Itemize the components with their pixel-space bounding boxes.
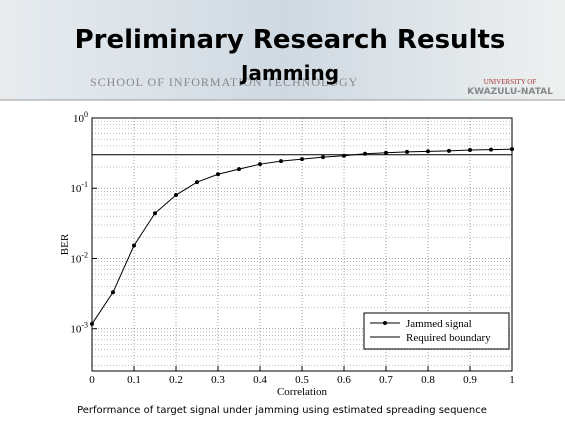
- data-point: [321, 155, 325, 159]
- y-tick-exponent: -2: [81, 250, 88, 259]
- y-tick-exponent: 0: [84, 110, 88, 119]
- y-tick-exponent: -1: [81, 180, 88, 189]
- slide-title: Preliminary Research Results: [75, 25, 506, 55]
- data-point: [468, 148, 472, 152]
- x-tick-label: 0.4: [253, 374, 267, 386]
- y-tick-label: 100: [73, 110, 88, 125]
- slide: SCHOOL OF INFORMATION TECHNOLOGY UNIVERS…: [0, 0, 565, 424]
- y-tick-base: 10: [70, 183, 82, 195]
- data-point: [195, 180, 199, 184]
- y-tick-base: 10: [73, 113, 85, 125]
- y-tick-exponent: -3: [81, 321, 88, 330]
- legend-label: Jammed signal: [406, 318, 472, 330]
- legend-label: Required boundary: [406, 332, 491, 344]
- data-point: [237, 167, 241, 171]
- data-point: [132, 244, 136, 248]
- x-tick-label: 0.2: [169, 374, 183, 386]
- data-point: [489, 148, 493, 152]
- data-point: [405, 150, 409, 154]
- legend-marker: [383, 321, 387, 325]
- data-point: [426, 149, 430, 153]
- x-tick-label: 0.1: [127, 374, 141, 386]
- x-tick-label: 0.6: [337, 374, 351, 386]
- data-point: [300, 157, 304, 161]
- y-tick-base: 10: [70, 253, 82, 265]
- y-tick-label: 10-2: [70, 250, 88, 265]
- x-tick-label: 1: [509, 374, 515, 386]
- data-point: [153, 211, 157, 215]
- caption: Performance of target signal under jammi…: [77, 405, 487, 416]
- x-tick-label: 0.7: [379, 374, 393, 386]
- x-tick-label: 0.5: [295, 374, 309, 386]
- data-point: [216, 172, 220, 176]
- x-axis-label: Correlation: [277, 386, 328, 398]
- x-tick-label: 0: [89, 374, 95, 386]
- university-name: KWAZULU-NATAL: [467, 87, 553, 97]
- x-tick-label: 0.3: [211, 374, 225, 386]
- y-axis-label: BER: [59, 233, 71, 255]
- university-line: UNIVERSITY OF: [484, 78, 537, 86]
- y-tick-base: 10: [70, 324, 82, 336]
- y-tick-label: 10-3: [70, 321, 88, 336]
- x-tick-label: 0.9: [463, 374, 477, 386]
- data-point: [111, 290, 115, 294]
- data-point: [510, 147, 514, 151]
- data-point: [342, 154, 346, 158]
- data-point: [90, 322, 94, 326]
- data-point: [174, 193, 178, 197]
- data-point: [279, 159, 283, 163]
- data-point: [258, 162, 262, 166]
- x-tick-label: 0.8: [421, 374, 435, 386]
- y-tick-label: 10-1: [70, 180, 88, 195]
- data-point: [384, 151, 388, 155]
- data-point: [363, 152, 367, 156]
- slide-subtitle: Jamming: [239, 61, 339, 85]
- data-point: [447, 149, 451, 153]
